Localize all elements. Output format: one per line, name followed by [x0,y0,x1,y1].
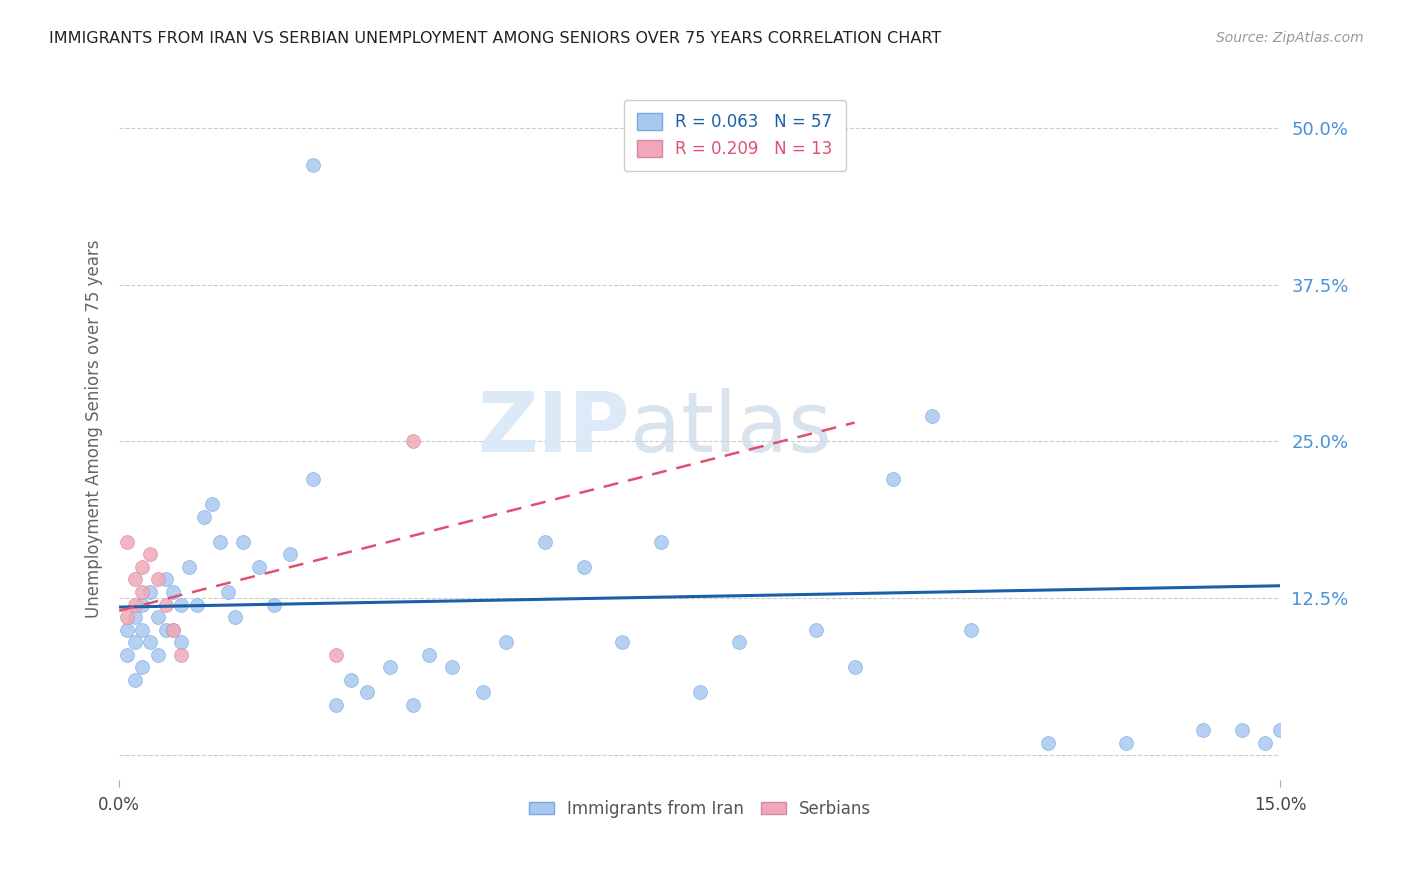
Point [131,585,153,599]
Point [356,685,378,699]
Point [208,534,231,549]
Point [124,673,146,687]
Text: Source: ZipAtlas.com: Source: ZipAtlas.com [1216,31,1364,45]
Point [1192,723,1215,737]
Point [115,648,138,662]
Point [146,648,169,662]
Point [572,560,595,574]
Point [155,598,177,612]
Point [727,635,749,649]
Point [170,598,193,612]
Point [844,660,866,674]
Point [278,548,301,562]
Point [1036,736,1059,750]
Point [804,623,827,637]
Point [1115,736,1137,750]
Legend: Immigrants from Iran, Serbians: Immigrants from Iran, Serbians [522,793,877,825]
Point [380,660,402,674]
Point [263,598,285,612]
Point [402,698,425,712]
Point [177,560,200,574]
Point [1230,723,1253,737]
Point [131,598,153,612]
Point [650,534,672,549]
Point [139,585,162,599]
Point [124,610,146,624]
Point [131,560,153,574]
Point [224,610,246,624]
Point [124,598,146,612]
Point [301,472,323,486]
Point [170,648,193,662]
Point [217,585,239,599]
Point [186,598,208,612]
Text: atlas: atlas [630,388,832,469]
Point [155,623,177,637]
Point [301,158,323,172]
Point [247,560,270,574]
Text: IMMIGRANTS FROM IRAN VS SERBIAN UNEMPLOYMENT AMONG SENIORS OVER 75 YEARS CORRELA: IMMIGRANTS FROM IRAN VS SERBIAN UNEMPLOY… [49,31,942,46]
Point [131,660,153,674]
Point [115,610,138,624]
Point [155,573,177,587]
Point [162,623,184,637]
Point [325,698,347,712]
Point [402,434,425,449]
Point [139,548,162,562]
Point [201,497,224,511]
Point [115,534,138,549]
Point [612,635,634,649]
Point [146,573,169,587]
Text: ZIP: ZIP [478,388,630,469]
Point [1254,736,1277,750]
Point [131,623,153,637]
Point [193,509,215,524]
Point [162,623,184,637]
Point [139,635,162,649]
Point [115,623,138,637]
Point [1270,723,1292,737]
Point [959,623,981,637]
Point [534,534,557,549]
Point [340,673,363,687]
Point [124,635,146,649]
Y-axis label: Unemployment Among Seniors over 75 years: Unemployment Among Seniors over 75 years [86,240,103,618]
Point [232,534,254,549]
Point [441,660,464,674]
Point [495,635,517,649]
Point [170,635,193,649]
Point [418,648,440,662]
Point [162,585,184,599]
Point [882,472,904,486]
Point [325,648,347,662]
Point [124,573,146,587]
Point [921,409,943,424]
Point [146,610,169,624]
Point [689,685,711,699]
Point [472,685,495,699]
